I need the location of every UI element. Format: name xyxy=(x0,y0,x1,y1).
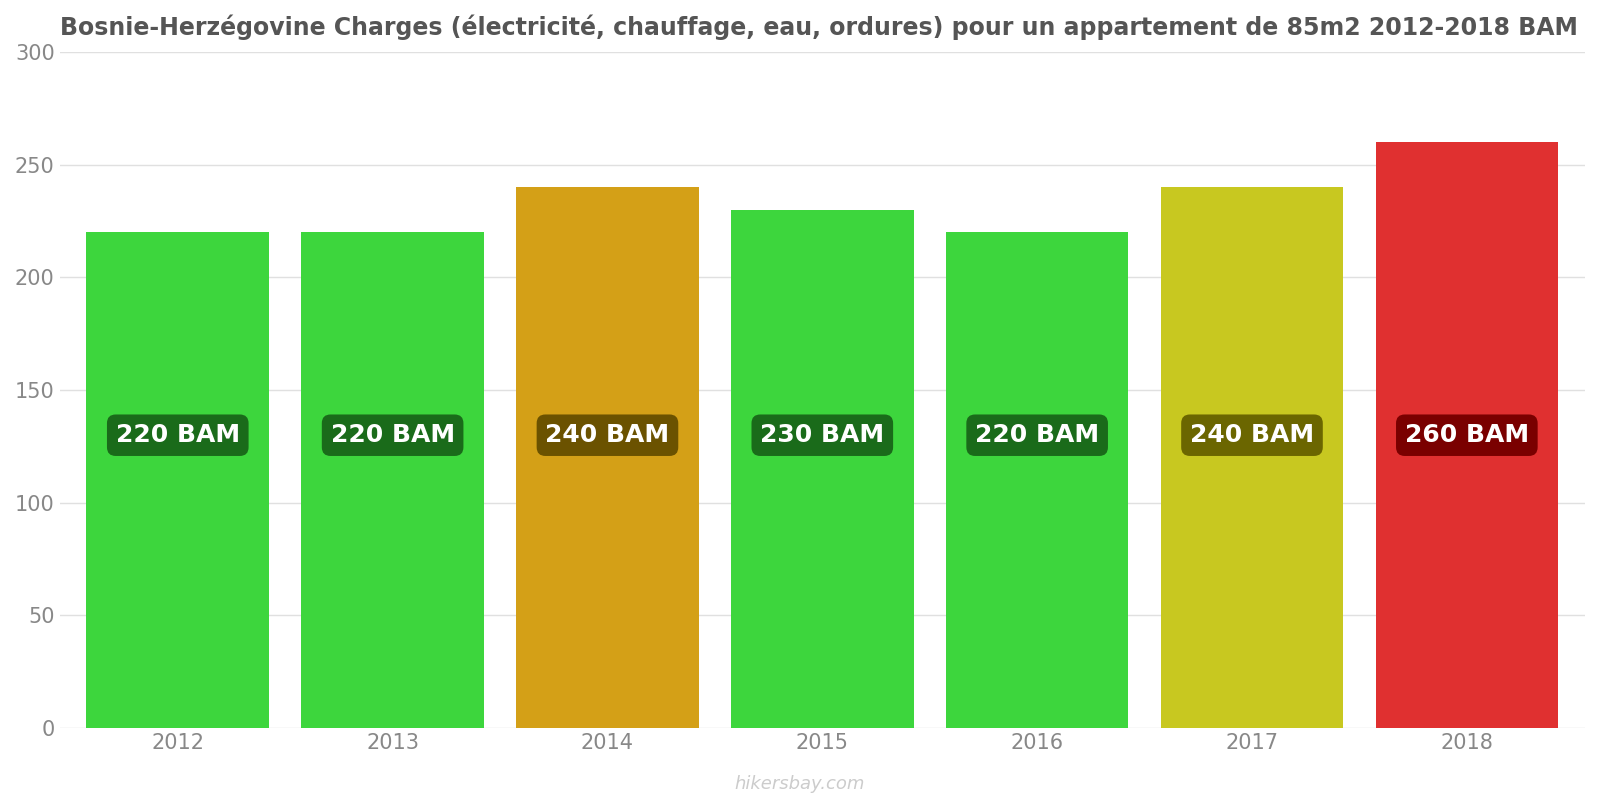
Text: Bosnie-Herzégovine Charges (électricité, chauffage, eau, ordures) pour un appart: Bosnie-Herzégovine Charges (électricité,… xyxy=(59,15,1578,41)
Bar xyxy=(86,233,269,728)
Text: 260 BAM: 260 BAM xyxy=(1405,423,1530,447)
Text: 220 BAM: 220 BAM xyxy=(115,423,240,447)
Text: 220 BAM: 220 BAM xyxy=(974,423,1099,447)
Bar xyxy=(301,233,483,728)
Bar xyxy=(517,187,699,728)
Bar xyxy=(731,210,914,728)
Text: 240 BAM: 240 BAM xyxy=(546,423,669,447)
Bar xyxy=(1160,187,1344,728)
Text: 230 BAM: 230 BAM xyxy=(760,423,885,447)
Bar xyxy=(1376,142,1558,728)
Bar xyxy=(946,233,1128,728)
Text: 220 BAM: 220 BAM xyxy=(331,423,454,447)
Text: hikersbay.com: hikersbay.com xyxy=(734,775,866,793)
Text: 240 BAM: 240 BAM xyxy=(1190,423,1314,447)
